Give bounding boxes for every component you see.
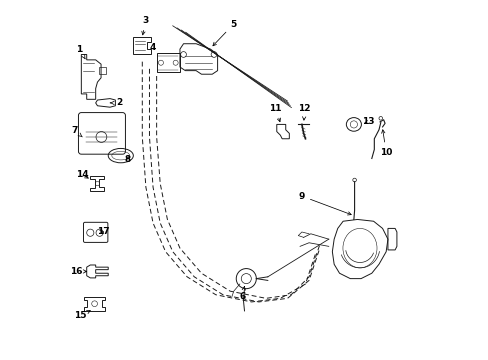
Text: 5: 5 bbox=[212, 19, 236, 46]
Text: 8: 8 bbox=[124, 155, 131, 164]
Text: 3: 3 bbox=[142, 16, 149, 35]
Text: 2: 2 bbox=[110, 98, 122, 107]
Text: 10: 10 bbox=[379, 130, 391, 157]
Text: 12: 12 bbox=[298, 104, 310, 120]
Text: 16: 16 bbox=[70, 267, 86, 276]
Text: 11: 11 bbox=[269, 104, 282, 122]
Text: 4: 4 bbox=[149, 43, 155, 52]
Text: 14: 14 bbox=[76, 170, 88, 179]
Text: 1: 1 bbox=[76, 45, 85, 59]
Text: 15: 15 bbox=[74, 311, 90, 320]
Text: 6: 6 bbox=[239, 286, 245, 301]
Text: 9: 9 bbox=[298, 192, 350, 215]
Text: 7: 7 bbox=[71, 126, 82, 137]
Text: 17: 17 bbox=[96, 228, 109, 237]
Text: 13: 13 bbox=[361, 117, 374, 126]
